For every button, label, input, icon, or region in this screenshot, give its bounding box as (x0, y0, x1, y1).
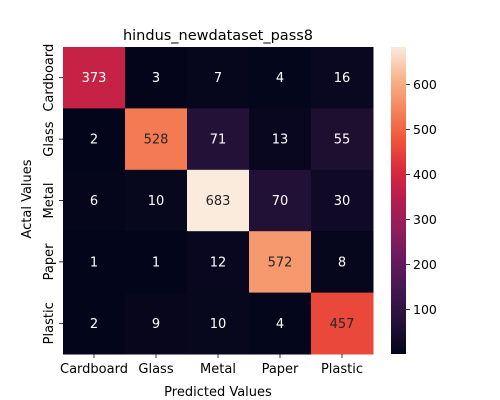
cell-label-1-2: 71 (210, 133, 227, 148)
colorbar: 100 200 300 400 500 600 (391, 47, 437, 354)
cell-2-1 (125, 169, 188, 232)
cell-label-1-1: 528 (144, 133, 169, 148)
cell-4-2 (187, 292, 250, 355)
cell-2-0 (63, 169, 126, 232)
y-tick-label-0: Cardboard (42, 44, 57, 112)
cell-label-4-4: 457 (330, 317, 355, 332)
cell-label-2-3: 70 (272, 194, 289, 209)
cell-0-0 (63, 47, 126, 109)
chart-title: hindus_newdataset_pass8 (123, 28, 313, 44)
cell-label-0-0: 373 (82, 71, 107, 86)
y-tick-label-3: Paper (42, 243, 57, 280)
x-tick-label-2: Metal (200, 362, 236, 377)
colorbar-tick-label-2: 300 (413, 212, 437, 227)
cell-4-0 (63, 292, 126, 355)
cell-3-2 (187, 231, 250, 294)
cell-label-2-1: 10 (148, 194, 165, 209)
colorbar-gradient (391, 47, 406, 354)
heatmap-cell-labels: 373 3 7 4 16 2 528 71 13 55 6 10 683 70 30 1 1 12 572 8 2 9 10… (82, 71, 355, 332)
cell-label-3-3: 572 (268, 255, 293, 270)
x-axis-label: Predicted Values (164, 385, 272, 400)
y-tick-label-1: Glass (42, 121, 57, 156)
x-tick-label-1: Glass (138, 362, 173, 377)
cell-1-1 (125, 108, 188, 171)
x-tick-label-0: Cardboard (60, 362, 128, 377)
cell-3-1 (125, 231, 188, 294)
cell-label-2-2: 683 (206, 194, 231, 209)
cell-label-0-2: 7 (214, 71, 222, 86)
cell-label-0-4: 16 (334, 71, 351, 86)
cell-label-4-3: 4 (276, 317, 284, 332)
cell-2-3 (249, 169, 312, 232)
cell-1-2 (187, 108, 250, 171)
cell-label-3-1: 1 (152, 255, 160, 270)
cell-1-4 (311, 108, 374, 171)
cell-label-2-4: 30 (334, 194, 351, 209)
colorbar-tick-label-4: 500 (413, 122, 437, 137)
x-tick-label-4: Plastic (321, 362, 363, 377)
cell-4-3 (249, 292, 312, 355)
cell-label-4-2: 10 (210, 317, 227, 332)
cell-label-3-0: 1 (90, 255, 98, 270)
colorbar-tick-label-5: 600 (413, 77, 437, 92)
x-tick-label-3: Paper (262, 362, 299, 377)
cell-2-4 (311, 169, 374, 232)
cell-label-1-4: 55 (334, 133, 351, 148)
cell-4-4 (311, 292, 374, 355)
cell-label-0-3: 4 (276, 71, 284, 86)
cell-3-4 (311, 231, 374, 294)
cell-0-1 (125, 47, 188, 109)
colorbar-tick-label-0: 100 (413, 302, 437, 317)
cell-label-4-0: 2 (90, 317, 98, 332)
cell-label-1-0: 2 (90, 133, 98, 148)
colorbar-tick-label-3: 400 (413, 167, 437, 182)
cell-label-4-1: 9 (152, 317, 160, 332)
y-axis-label: Actal Values (20, 159, 35, 238)
y-tick-label-4: Plastic (42, 302, 57, 344)
cell-4-1 (125, 292, 188, 355)
y-axis-ticks: Cardboard Glass Metal Paper Plastic (42, 44, 63, 344)
cell-0-3 (249, 47, 312, 109)
cell-3-0 (63, 231, 126, 294)
cell-2-2 (187, 169, 250, 232)
heatmap-cells (63, 47, 374, 355)
cell-label-3-4: 8 (338, 255, 346, 270)
cell-label-3-2: 12 (210, 255, 227, 270)
cell-label-1-3: 13 (272, 133, 289, 148)
x-axis-ticks: Cardboard Glass Metal Paper Plastic (60, 354, 363, 377)
cell-1-0 (63, 108, 126, 171)
y-tick-label-2: Metal (42, 183, 57, 219)
cell-label-0-1: 3 (152, 71, 160, 86)
colorbar-tick-label-1: 200 (413, 257, 437, 272)
cell-0-2 (187, 47, 250, 109)
cell-3-3 (249, 231, 312, 294)
cell-1-3 (249, 108, 312, 171)
cell-label-2-0: 6 (90, 194, 98, 209)
cell-0-4 (311, 47, 374, 109)
